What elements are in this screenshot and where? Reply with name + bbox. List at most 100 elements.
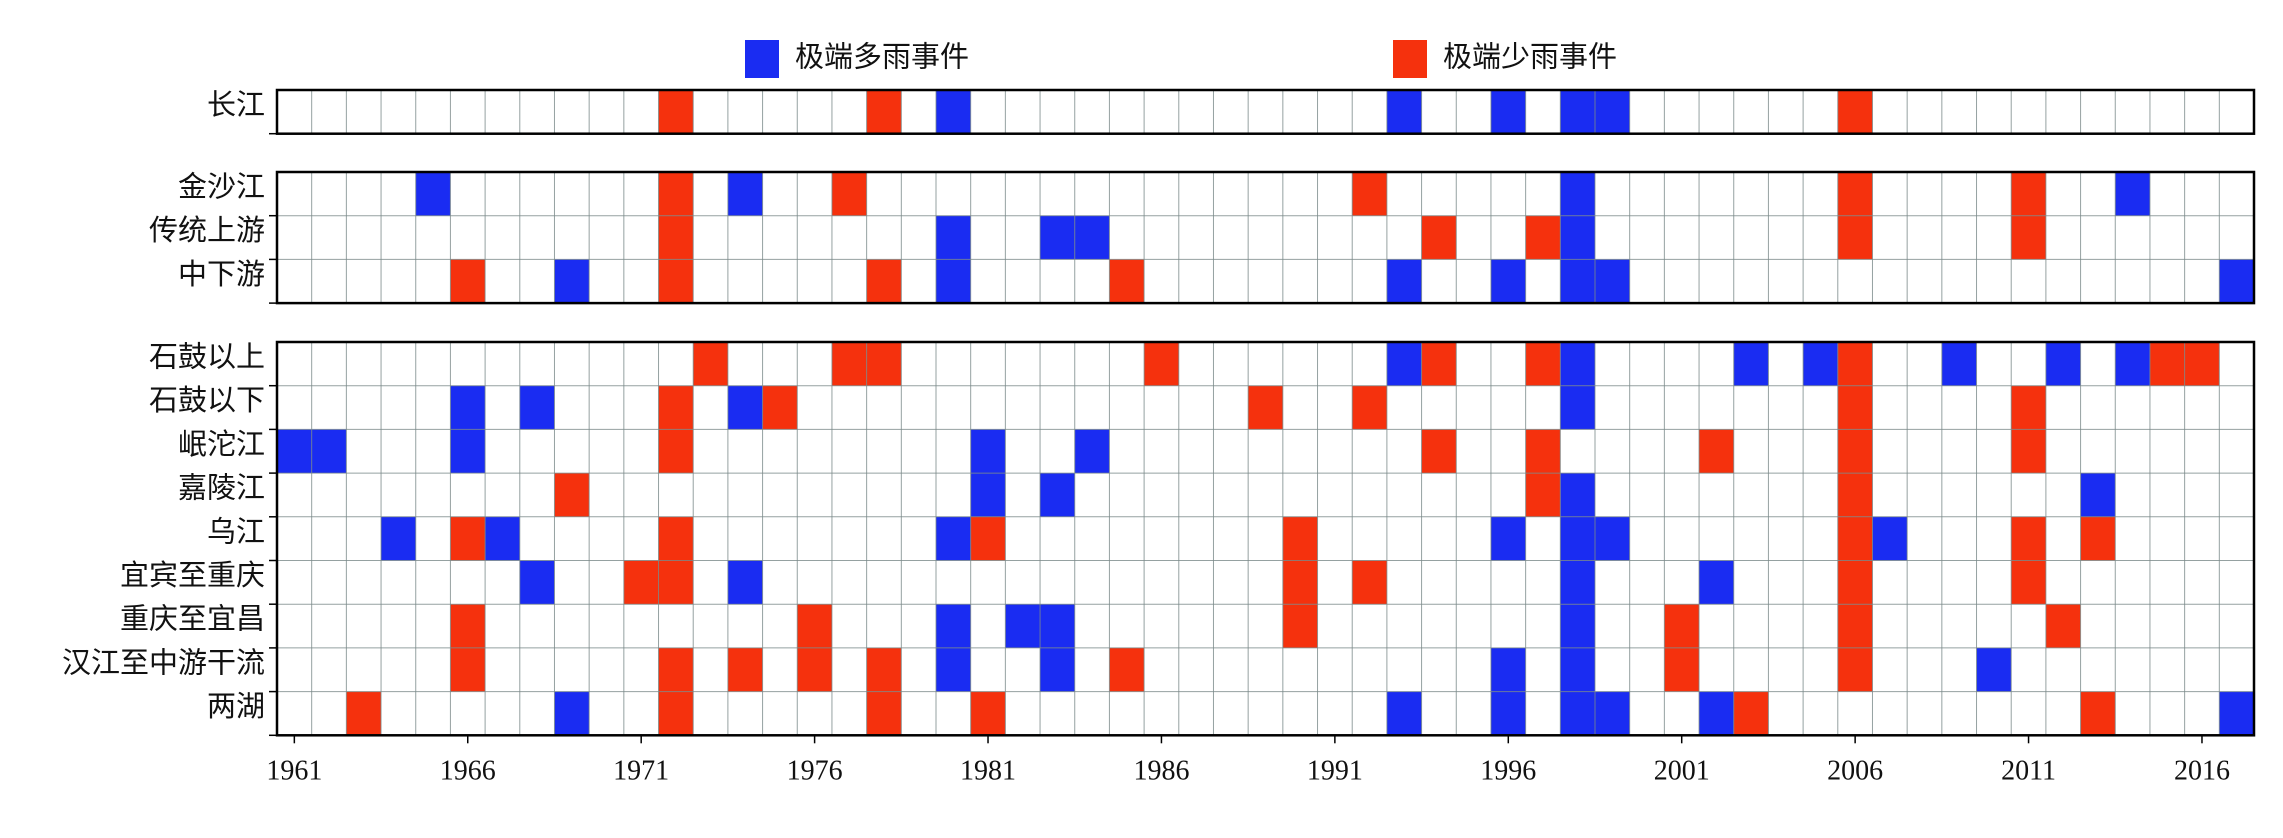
event-cell (1560, 560, 1595, 605)
event-cell (727, 560, 763, 605)
event-cell (1699, 691, 1734, 736)
event-cell (936, 604, 971, 648)
event-cell (2080, 691, 2116, 736)
event-cell (866, 342, 902, 386)
event-cell (866, 691, 902, 736)
event-cell (2045, 342, 2081, 386)
event-cell (1837, 604, 1873, 648)
event-cell (1803, 342, 1838, 386)
x-tick-label: 1996 (1480, 756, 1536, 787)
event-cell (1699, 429, 1734, 474)
event-cell (1837, 647, 1873, 692)
event-cell (1595, 90, 1630, 134)
event-cell (1595, 691, 1630, 736)
event-cell (1074, 215, 1110, 260)
x-tick-label: 1981 (960, 756, 1016, 787)
row-label: 岷沱江 (178, 428, 265, 461)
x-tick-label: 1976 (787, 756, 843, 787)
event-cell (1837, 473, 1873, 517)
event-cell (1490, 516, 1526, 561)
legend-swatch (1393, 40, 1427, 78)
event-cell (1525, 342, 1561, 386)
event-cell (450, 604, 486, 648)
event-cell (1595, 259, 1630, 304)
event-cell (1248, 385, 1283, 430)
event-cell (2184, 342, 2220, 386)
event-cell (2011, 385, 2046, 430)
legend-label: 极端多雨事件 (795, 41, 969, 74)
x-tick-label: 1991 (1307, 756, 1363, 787)
event-cell (519, 560, 555, 605)
panel-frame (275, 170, 2256, 305)
row-label: 长江 (207, 89, 265, 122)
event-cell (1837, 172, 1873, 216)
x-tick-label: 1966 (440, 756, 496, 787)
event-cell (1490, 259, 1526, 304)
event-cell (1733, 342, 1769, 386)
row-label: 石鼓以上 (149, 341, 265, 374)
event-cell (1595, 516, 1630, 561)
event-cell (2011, 172, 2046, 216)
event-cell (623, 560, 659, 605)
event-cell (1560, 172, 1595, 216)
event-cell (797, 604, 832, 648)
event-cell (970, 691, 1006, 736)
event-cell (2219, 259, 2254, 304)
event-cell (1352, 385, 1387, 430)
event-cell (797, 647, 832, 692)
event-cell (831, 172, 867, 216)
event-cell (658, 259, 694, 304)
event-cell (727, 647, 763, 692)
event-cell (1040, 604, 1075, 648)
event-cell (1837, 385, 1873, 430)
event-cell (450, 429, 486, 474)
event-cell (970, 429, 1006, 474)
event-cell (1872, 516, 1908, 561)
event-cell (519, 385, 555, 430)
event-cell (658, 90, 694, 134)
event-cell (866, 90, 902, 134)
event-cell (658, 429, 694, 474)
event-cell (866, 259, 902, 304)
event-cell (658, 172, 694, 216)
event-cell (1976, 647, 2012, 692)
event-cell (1525, 215, 1561, 260)
event-cell (1560, 259, 1595, 304)
event-cell (970, 516, 1006, 561)
x-tick-label: 2016 (2174, 756, 2230, 787)
row-label: 中下游 (178, 258, 265, 291)
event-cell (1525, 429, 1561, 474)
event-cell (1490, 691, 1526, 736)
event-cell (1005, 604, 1041, 648)
panel-background (277, 90, 2254, 134)
x-tick-label: 1986 (1133, 756, 1189, 787)
row-label: 重庆至宜昌 (120, 603, 265, 636)
x-tick-label: 2011 (2001, 756, 2056, 787)
event-cell (1664, 647, 1700, 692)
event-cell (1941, 342, 1977, 386)
event-cell (936, 647, 971, 692)
event-cell (1837, 342, 1873, 386)
event-cell (2011, 215, 2046, 260)
event-cell (1664, 604, 1700, 648)
event-cell (554, 259, 590, 304)
row-label: 嘉陵江 (178, 472, 265, 505)
event-cell (831, 342, 867, 386)
event-cell (450, 385, 486, 430)
event-cell (936, 259, 971, 304)
row-label: 石鼓以下 (149, 384, 265, 417)
event-cell (1421, 215, 1457, 260)
event-cell (658, 516, 694, 561)
event-cell (1560, 215, 1595, 260)
event-cell (2011, 429, 2046, 474)
event-cell (866, 647, 902, 692)
event-cell (727, 172, 763, 216)
event-cell (1560, 342, 1595, 386)
event-cell (554, 473, 590, 517)
event-cell (277, 429, 312, 474)
event-cell (1837, 516, 1873, 561)
event-cell (450, 516, 486, 561)
event-cell (1837, 215, 1873, 260)
event-cell (2011, 560, 2046, 605)
